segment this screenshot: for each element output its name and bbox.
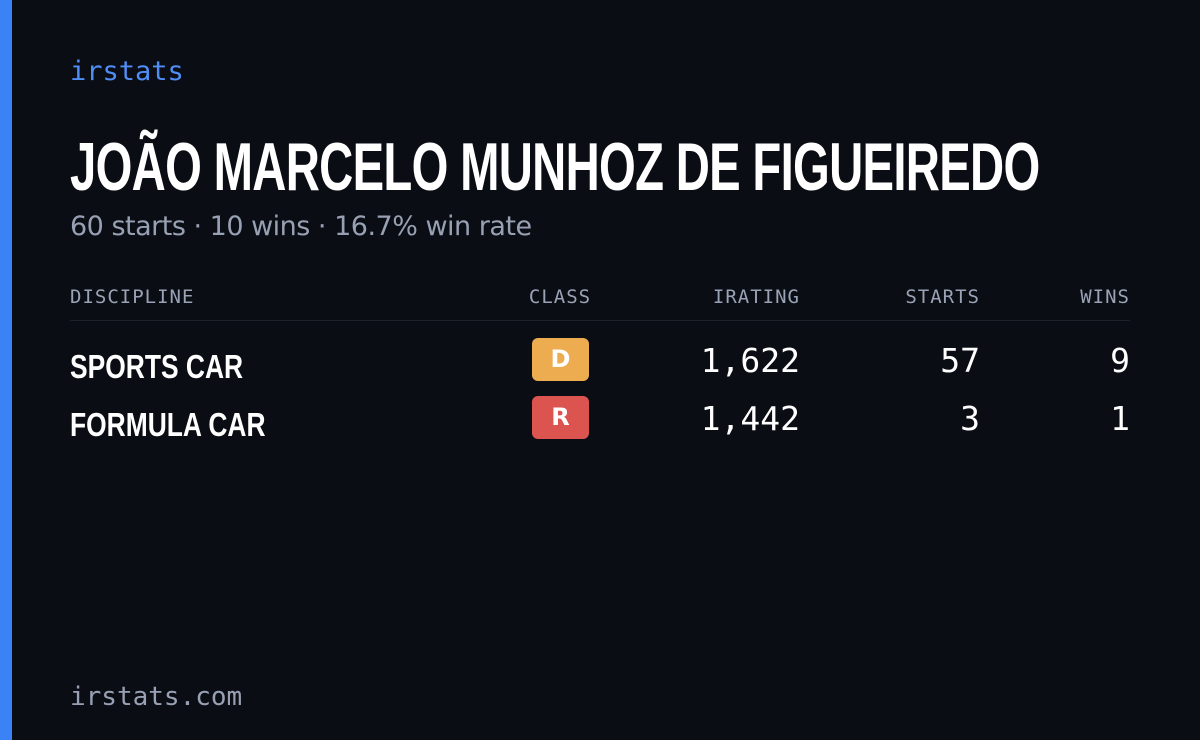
driver-summary: 60 starts · 10 wins · 16.7% win rate <box>70 211 532 242</box>
accent-bar <box>0 0 12 740</box>
column-header: WINS <box>1080 286 1130 308</box>
brand: irstats <box>70 56 184 87</box>
starts: 3 <box>960 399 980 438</box>
irating: 1,622 <box>700 341 800 380</box>
starts: 57 <box>940 341 980 380</box>
column-header: DISCIPLINE <box>70 286 195 308</box>
discipline: SPORTS CAR <box>70 348 244 385</box>
driver-name: JOÃO MARCELO MUNHOZ DE FIGUEIREDO <box>70 129 1040 205</box>
class-badge: D <box>532 338 589 381</box>
class-badge: R <box>532 396 589 439</box>
discipline: FORMULA CAR <box>70 406 266 443</box>
column-header: CLASS <box>528 286 592 308</box>
column-header: STARTS <box>905 286 980 308</box>
footer: irstats.com <box>70 682 243 712</box>
wins: 9 <box>1110 341 1130 380</box>
column-header: IRATING <box>712 286 800 308</box>
divider <box>70 320 1130 321</box>
irating: 1,442 <box>700 399 800 438</box>
wins: 1 <box>1110 399 1130 438</box>
